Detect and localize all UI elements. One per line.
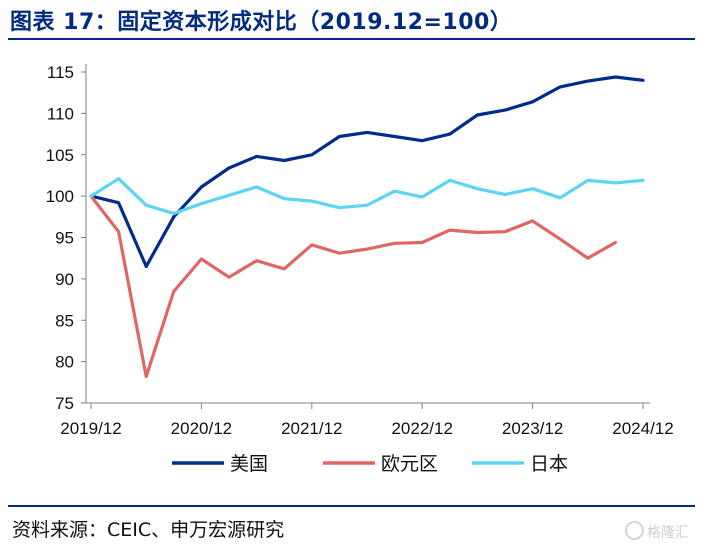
source-note: 资料来源：CEIC、申万宏源研究	[12, 519, 285, 541]
legend-label-1: 欧元区	[381, 453, 438, 475]
title-divider	[8, 38, 695, 40]
page-title: 图表 17：固定资本形成对比（2019.12=100）	[10, 10, 513, 35]
series-lines	[89, 75, 645, 379]
y-axis: 75 80 85 90 95 100 105 110 115	[46, 63, 87, 413]
watermark-logo-icon	[625, 521, 644, 540]
series-line-2	[89, 177, 645, 216]
x-tick-label: 2021/12	[281, 419, 342, 438]
x-axis: 2019/12 2020/12 2021/12 2022/12 2023/12 2024/…	[60, 402, 674, 438]
y-tick-label: 95	[55, 229, 74, 248]
watermark-text: 格隆汇	[647, 525, 689, 541]
x-tick-label: 2020/12	[171, 419, 232, 438]
y-tick-label: 80	[55, 353, 74, 372]
x-tick-label: 2019/12	[60, 419, 121, 438]
x-tick-label: 2023/12	[502, 419, 563, 438]
x-tick-label: 2024/12	[612, 419, 673, 438]
y-tick-label: 85	[55, 311, 74, 330]
x-tick-label: 2022/12	[391, 419, 452, 438]
footer-divider	[8, 505, 695, 507]
line-chart: 75 80 85 90 95 100 105 110 115 2019/12 2020/12 202…	[46, 63, 674, 475]
y-tick-label: 100	[46, 187, 74, 206]
y-tick-label: 75	[55, 394, 74, 413]
legend-label-2: 日本	[530, 453, 568, 475]
legend-label-0: 美国	[230, 453, 268, 475]
y-tick-label: 90	[55, 270, 74, 289]
y-tick-label: 105	[46, 146, 74, 165]
legend: 美国 欧元区 日本	[172, 453, 568, 475]
y-tick-label: 115	[47, 63, 74, 82]
series-line-1	[89, 194, 617, 379]
watermark: 格隆汇	[625, 521, 689, 542]
y-tick-label: 110	[47, 104, 74, 123]
series-line-0	[89, 75, 645, 269]
